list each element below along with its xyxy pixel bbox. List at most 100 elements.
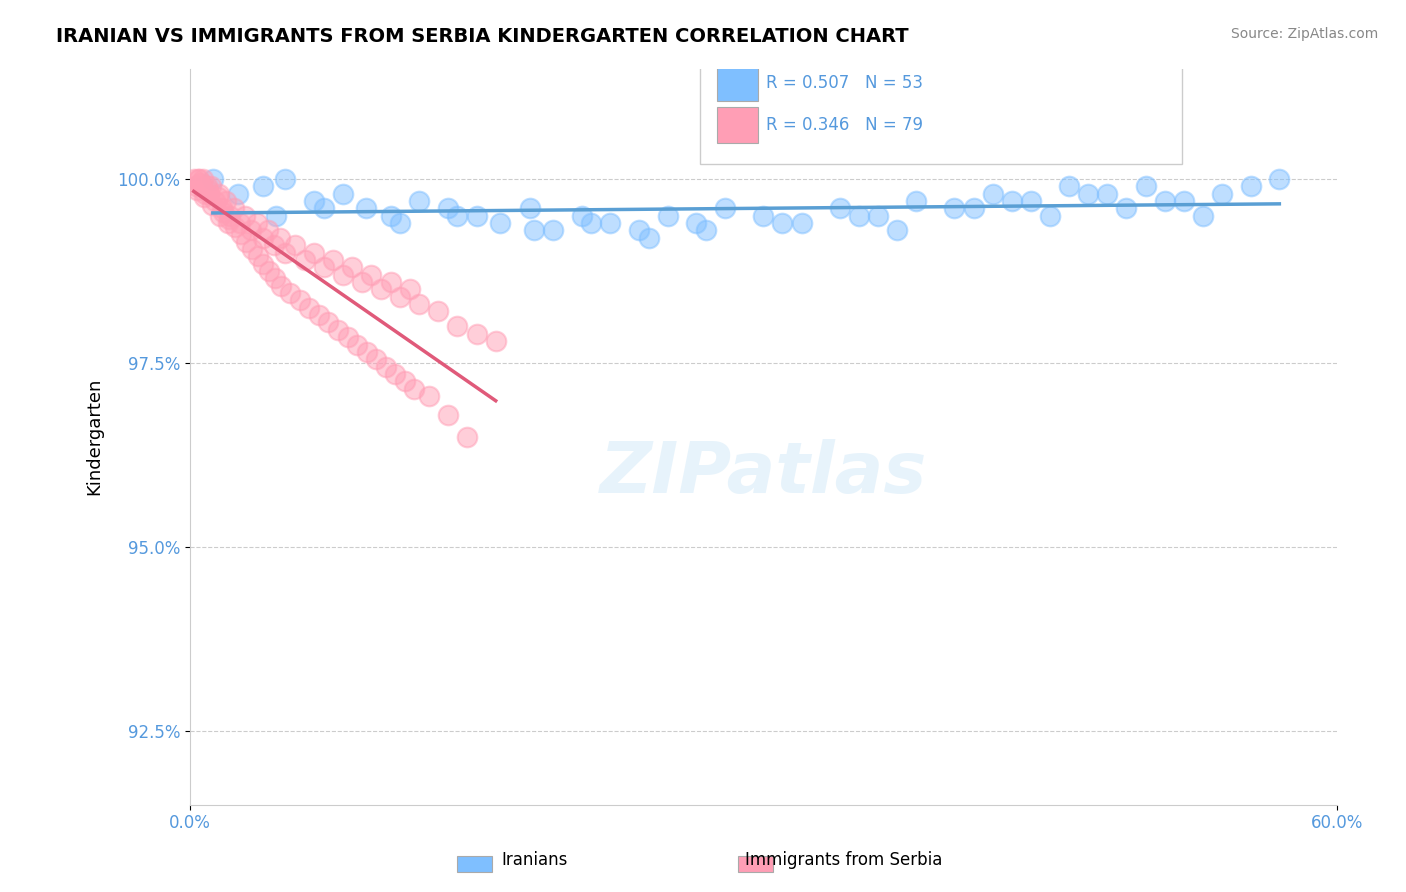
Point (1001, 194, 1024, 208)
Point (981, 186, 1004, 201)
Point (332, 186, 354, 201)
Point (207, 186, 229, 201)
Point (211, 202, 233, 216)
Point (389, 216, 412, 230)
Point (228, 216, 250, 230)
Point (190, 176, 212, 190)
Point (222, 202, 245, 216)
Point (394, 375, 416, 389)
Point (186, 183, 208, 197)
FancyBboxPatch shape (700, 54, 1182, 164)
Point (456, 429, 478, 443)
Point (252, 257, 274, 271)
Point (446, 319, 468, 334)
Point (628, 223, 651, 237)
Point (370, 282, 392, 296)
Text: R = 0.507   N = 53: R = 0.507 N = 53 (766, 74, 922, 92)
Point (269, 231, 291, 245)
Point (1135, 179, 1157, 194)
Point (488, 216, 510, 230)
Point (257, 223, 280, 237)
Point (389, 290, 412, 304)
Point (194, 186, 217, 201)
Point (1240, 179, 1263, 194)
Point (1039, 209, 1062, 223)
Point (274, 245, 297, 260)
Point (200, 179, 222, 194)
Point (201, 197, 224, 211)
Point (886, 223, 908, 237)
Point (519, 202, 541, 216)
Point (943, 202, 966, 216)
Text: Iranians: Iranians (501, 851, 568, 869)
Point (374, 359, 396, 374)
FancyBboxPatch shape (717, 107, 758, 144)
Point (252, 179, 274, 194)
Point (193, 172, 215, 186)
Point (1192, 209, 1215, 223)
Point (571, 209, 593, 223)
Point (274, 172, 297, 186)
Point (284, 238, 307, 252)
Point (264, 271, 287, 285)
Point (252, 231, 274, 245)
Point (398, 282, 420, 296)
Point (212, 205, 235, 219)
Point (541, 223, 564, 237)
Point (962, 202, 984, 216)
Point (209, 209, 232, 223)
Point (188, 172, 211, 186)
Point (264, 209, 287, 223)
Point (190, 179, 212, 194)
Text: ZIPatlas: ZIPatlas (599, 439, 927, 508)
Point (246, 216, 269, 230)
Point (332, 268, 354, 282)
Point (263, 238, 285, 252)
Point (1211, 186, 1233, 201)
Point (336, 330, 359, 344)
Point (312, 202, 335, 216)
Point (770, 216, 793, 230)
Point (1077, 186, 1099, 201)
Point (302, 245, 325, 260)
Point (465, 209, 488, 223)
Point (1115, 202, 1137, 216)
Point (354, 202, 377, 216)
Point (342, 260, 364, 275)
Point (246, 249, 269, 263)
Point (217, 216, 239, 230)
Text: R = 0.346   N = 79: R = 0.346 N = 79 (766, 116, 922, 135)
Point (408, 297, 430, 311)
Point (465, 326, 488, 341)
Point (408, 194, 430, 208)
Point (322, 252, 344, 267)
Point (1268, 172, 1291, 186)
Point (866, 209, 889, 223)
Point (294, 252, 316, 267)
Point (418, 389, 440, 403)
Point (288, 293, 311, 308)
Point (298, 301, 321, 315)
Point (346, 337, 368, 351)
Point (828, 202, 851, 216)
Point (184, 179, 207, 194)
Point (599, 216, 621, 230)
Point (197, 183, 219, 197)
Point (714, 202, 737, 216)
Point (187, 172, 209, 186)
Text: Source: ZipAtlas.com: Source: ZipAtlas.com (1230, 27, 1378, 41)
Point (240, 242, 263, 256)
Point (384, 367, 406, 381)
Point (350, 275, 373, 289)
Point (215, 194, 238, 208)
Point (1057, 179, 1080, 194)
Point (581, 216, 603, 230)
Point (204, 194, 226, 208)
Text: IRANIAN VS IMMIGRANTS FROM SERBIA KINDERGARTEN CORRELATION CHART: IRANIAN VS IMMIGRANTS FROM SERBIA KINDER… (56, 27, 908, 45)
Y-axis label: Kindergarten: Kindergarten (86, 378, 103, 495)
Point (312, 260, 335, 275)
Point (240, 223, 263, 237)
Point (201, 172, 224, 186)
Point (308, 308, 330, 322)
Point (229, 227, 252, 242)
